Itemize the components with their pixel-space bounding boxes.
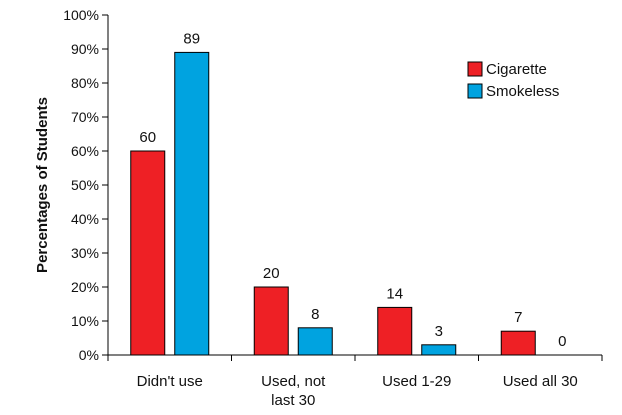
bar-cigarette <box>130 150 166 356</box>
data-label: 14 <box>386 285 403 302</box>
y-axis-title: Percentages of Students <box>34 97 51 273</box>
y-tick-label: 60% <box>71 143 99 159</box>
bar-cigarette <box>377 306 413 356</box>
x-category-label: Used all 30 <box>503 373 578 390</box>
data-label: 8 <box>311 306 319 323</box>
x-category-label: Used, not <box>261 373 326 390</box>
y-tick-label: 0% <box>79 347 99 363</box>
y-tick-label: 20% <box>71 279 99 295</box>
axes-group: 0% 10% 20% 30% 40% 50% 60% 70% 80% 90% 100% Percent… <box>34 7 603 409</box>
legend-swatch-cigarette <box>467 61 483 77</box>
x-category-label: Used 1-29 <box>382 373 451 390</box>
data-label: 89 <box>183 30 200 47</box>
legend: Cigarette Smokeless <box>467 61 559 100</box>
data-labels-group: 60 89 20 8 14 3 7 0 <box>139 30 566 350</box>
data-label: 60 <box>139 129 156 146</box>
data-label: 3 <box>435 323 443 340</box>
y-tick-label: 70% <box>71 109 99 125</box>
y-tick-label: 50% <box>71 177 99 193</box>
y-tick-label: 40% <box>71 211 99 227</box>
y-tick-label: 90% <box>71 41 99 57</box>
data-label: 0 <box>558 333 566 350</box>
legend-label-smokeless: Smokeless <box>486 83 559 100</box>
bars-group <box>130 51 536 356</box>
y-tick-label: 100% <box>63 7 99 23</box>
bar-smokeless <box>174 51 210 356</box>
bar-smokeless <box>421 344 457 356</box>
bar-smokeless <box>297 327 333 356</box>
bar-cigarette <box>500 330 536 356</box>
y-tick-label: 10% <box>71 313 99 329</box>
bar-cigarette <box>253 286 289 356</box>
y-tick-label: 30% <box>71 245 99 261</box>
y-tick-label: 80% <box>71 75 99 91</box>
data-label: 7 <box>514 309 522 326</box>
x-category-label: last 30 <box>271 392 315 409</box>
x-category-label: Didn't use <box>137 373 203 390</box>
legend-swatch-smokeless <box>467 83 483 99</box>
legend-label-cigarette: Cigarette <box>486 61 547 78</box>
data-label: 20 <box>263 265 280 282</box>
